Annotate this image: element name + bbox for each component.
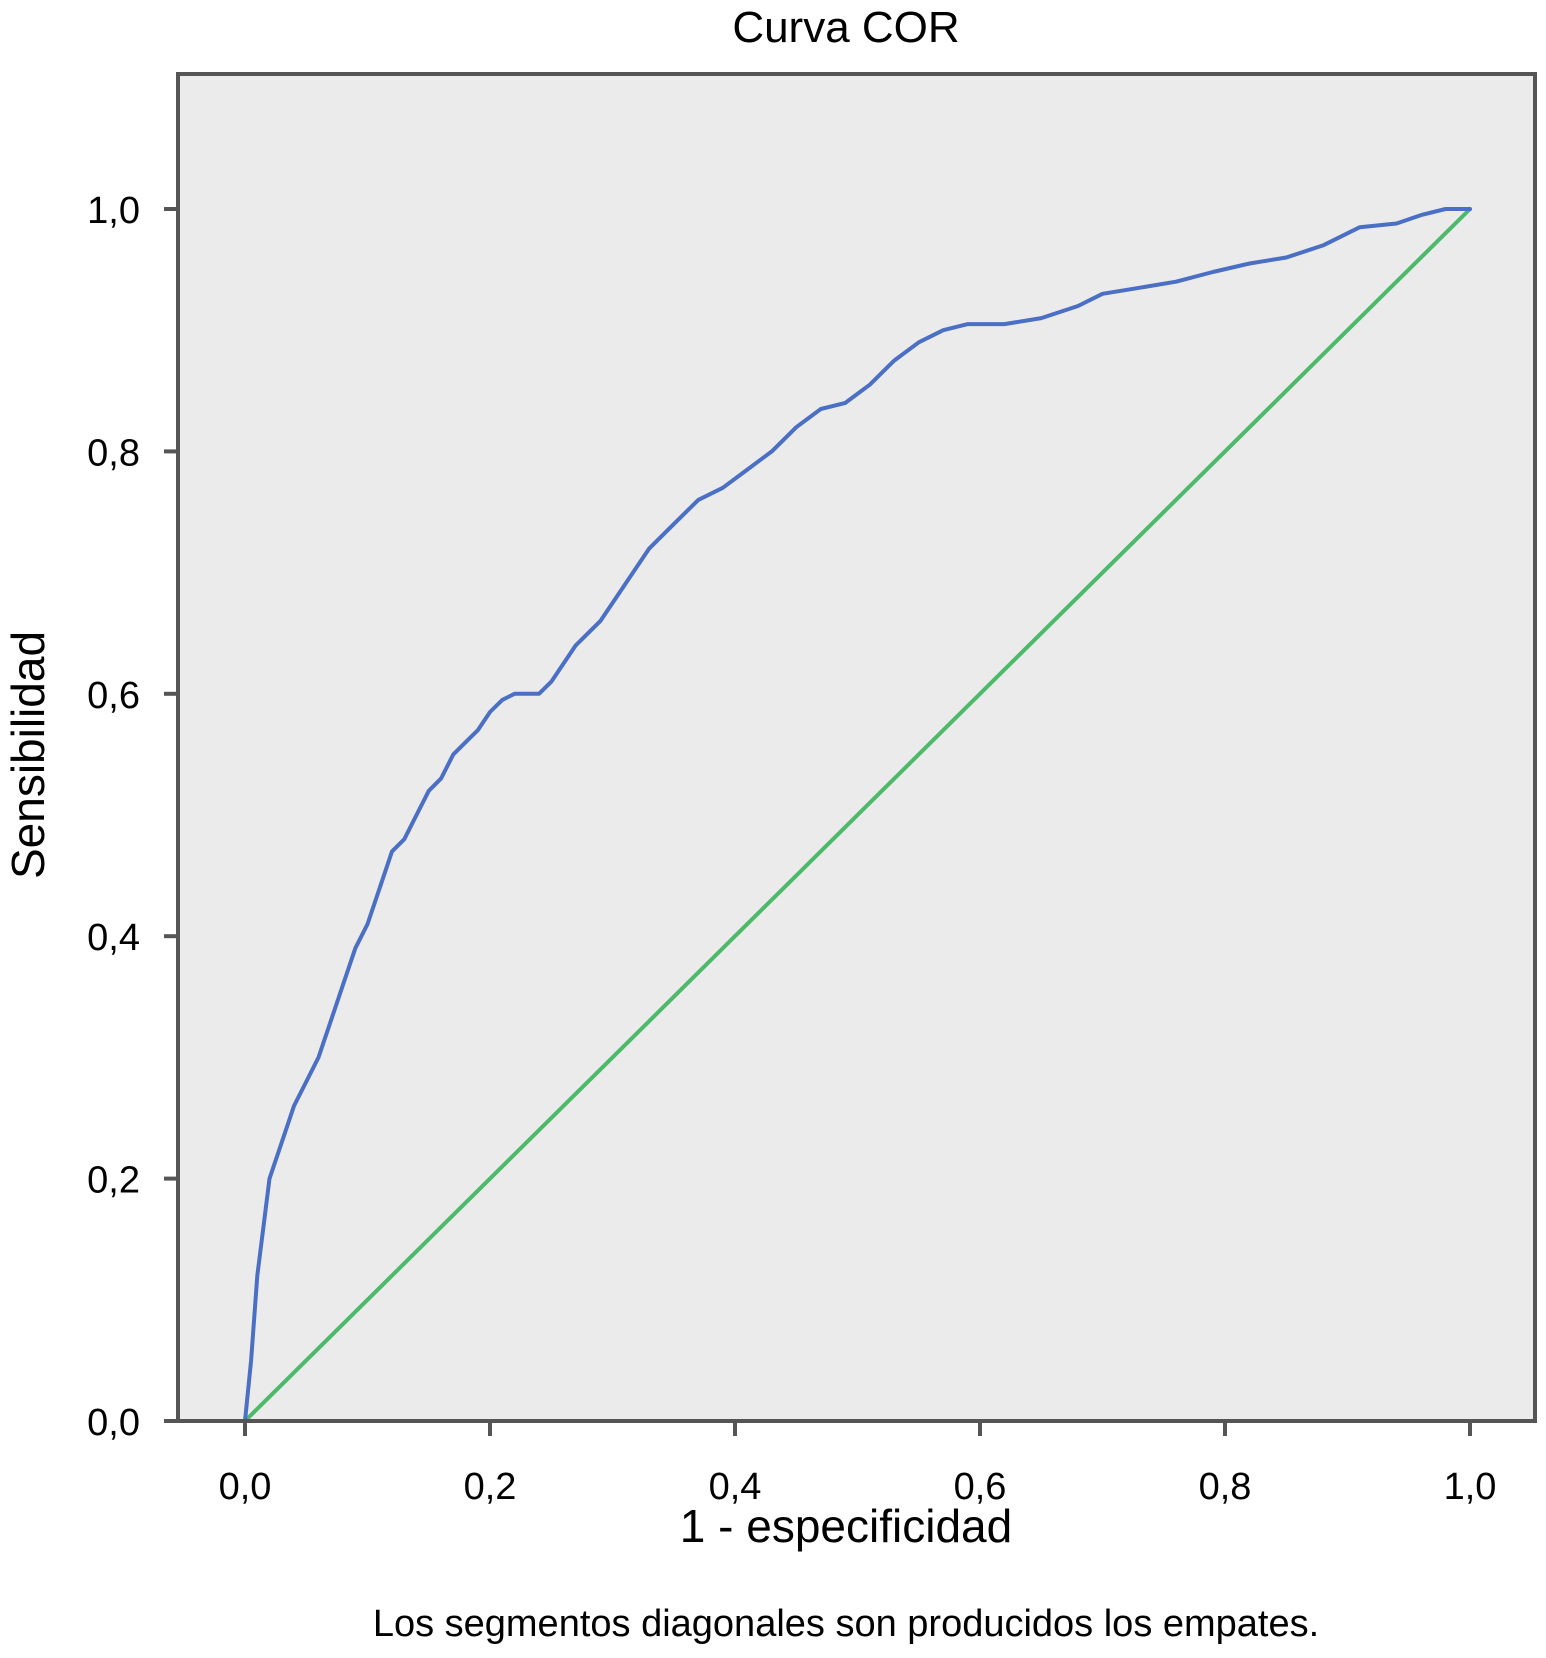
x-tick-label: 0,8 bbox=[1199, 1466, 1252, 1508]
plot-area bbox=[178, 74, 1535, 1421]
y-tick-label: 0,4 bbox=[87, 917, 140, 959]
y-axis: 0,0 0,2 0,4 0,6 0,8 1,0 bbox=[87, 190, 178, 1444]
x-tick-label: 0,6 bbox=[954, 1466, 1007, 1508]
y-tick-label: 0,0 bbox=[87, 1402, 140, 1444]
x-tick-label: 0,4 bbox=[709, 1466, 762, 1508]
x-axis-label: 1 - especificidad bbox=[680, 1500, 1012, 1552]
roc-curve-line bbox=[243, 207, 1472, 1423]
y-tick-label: 1,0 bbox=[87, 190, 140, 232]
x-tick-label: 1,0 bbox=[1444, 1466, 1497, 1508]
series-layer bbox=[243, 207, 1472, 1423]
chart-footnote: Los segmentos diagonales son producidos … bbox=[372, 1603, 1320, 1645]
reference-diagonal-line bbox=[243, 207, 1472, 1423]
y-tick-label: 0,6 bbox=[87, 675, 140, 717]
chart-title: Curva COR bbox=[732, 3, 960, 52]
x-axis: 0,0 0,2 0,4 0,6 0,8 1,0 bbox=[219, 1421, 1497, 1508]
plot-frame bbox=[176, 72, 1537, 1423]
x-tick-label: 0,2 bbox=[464, 1466, 517, 1508]
y-tick-label: 0,2 bbox=[87, 1160, 140, 1202]
y-axis-label: Sensibilidad bbox=[2, 631, 54, 879]
x-tick-label: 0,0 bbox=[219, 1466, 272, 1508]
y-tick-label: 0,8 bbox=[87, 432, 140, 474]
